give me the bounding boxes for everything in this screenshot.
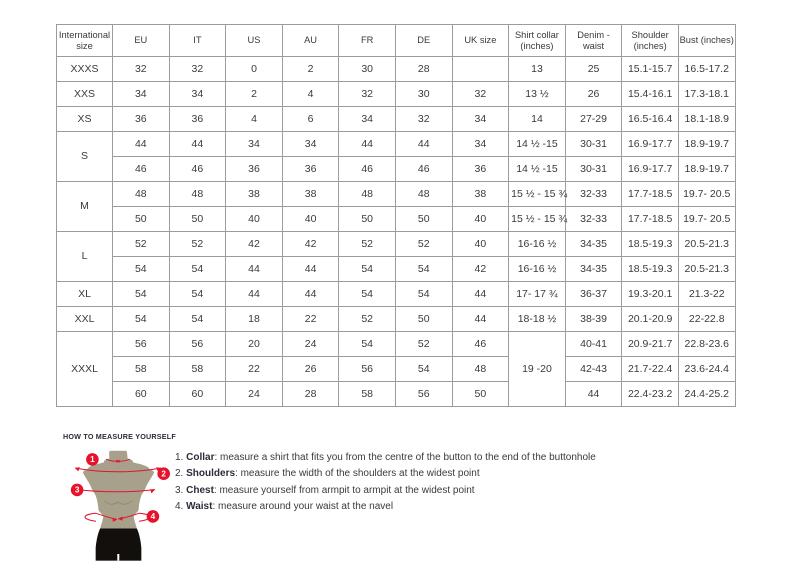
svg-text:2: 2 — [161, 470, 166, 479]
svg-text:1: 1 — [90, 455, 95, 464]
svg-text:4: 4 — [151, 512, 156, 521]
svg-text:3: 3 — [75, 486, 80, 495]
